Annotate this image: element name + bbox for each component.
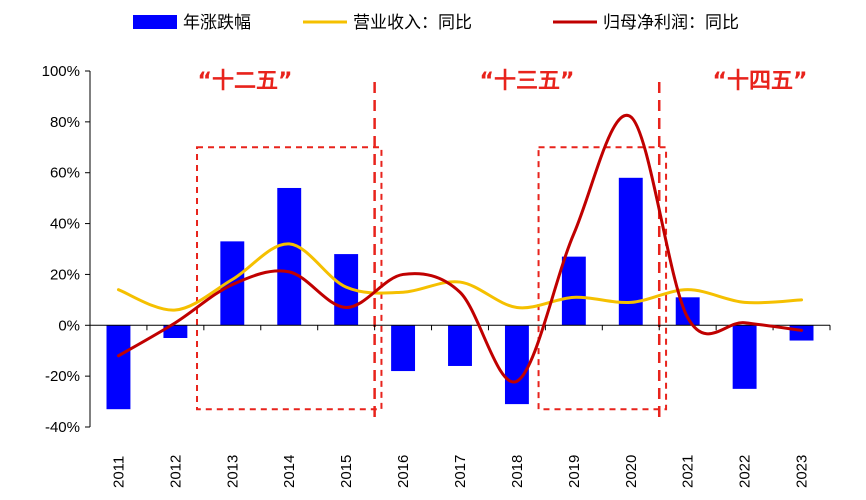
highlight-boxes <box>196 146 668 411</box>
bar-2023 <box>789 325 814 341</box>
line-series-0 <box>116 242 804 312</box>
y-tick-label: 20% <box>50 266 80 283</box>
y-tick-label: 40% <box>50 216 80 233</box>
x-tick-label-2014: 2014 <box>281 455 298 488</box>
x-tick-label-2017: 2017 <box>452 455 469 488</box>
period-label-0: “十二五” <box>198 69 293 94</box>
y-tick-label: 100% <box>42 63 80 80</box>
period-dividers <box>373 82 661 418</box>
x-tick-label-2023: 2023 <box>794 455 811 488</box>
bar-2017 <box>448 325 472 366</box>
y-tick-label: 60% <box>50 165 80 182</box>
x-tick-label-2015: 2015 <box>338 455 355 488</box>
x-tick-label-2021: 2021 <box>680 455 697 488</box>
bar-2019 <box>561 256 586 326</box>
tick-labels: 100% 80% 60% 40% 20% 0% -20% -40% 2011 2012 2013 20… <box>42 63 811 488</box>
y-tick-label: 80% <box>50 114 80 131</box>
x-tick-label-2018: 2018 <box>509 455 526 488</box>
legend-label-2: 归母净利润：同比 <box>603 13 739 33</box>
line-series <box>116 113 804 384</box>
bar-2020 <box>618 177 643 326</box>
legend: 年涨跌幅 营业收入：同比 归母净利润：同比 <box>133 13 739 33</box>
bar-2011 <box>106 325 131 410</box>
highlight-box-0 <box>196 146 383 411</box>
bar-2014 <box>277 187 302 326</box>
legend-label-1: 营业收入：同比 <box>353 13 472 33</box>
period-labels: “十二五” “十三五” “十四五” <box>198 69 808 94</box>
line-series-1 <box>116 113 804 384</box>
x-tick-label-2013: 2013 <box>224 455 241 488</box>
bar-2022 <box>732 325 757 389</box>
period-label-1: “十三五” <box>480 69 575 94</box>
y-tick-label: -40% <box>45 419 80 436</box>
x-tick-label-2012: 2012 <box>167 455 184 488</box>
bar-2021 <box>675 297 700 326</box>
bar-2012 <box>163 325 188 338</box>
x-tick-label-2019: 2019 <box>566 455 583 488</box>
legend-label-0: 年涨跌幅 <box>183 13 251 33</box>
y-tick-label: -20% <box>45 368 80 385</box>
x-tick-label-2016: 2016 <box>395 455 412 488</box>
x-tick-label-2022: 2022 <box>737 455 754 488</box>
highlight-box-1 <box>537 146 668 411</box>
bar-2016 <box>391 325 416 372</box>
x-tick-label-2020: 2020 <box>623 455 640 488</box>
axes <box>85 70 831 428</box>
bar-2018 <box>504 325 529 405</box>
legend-swatch-0 <box>133 15 177 29</box>
period-label-2: “十四五” <box>713 69 808 94</box>
x-tick-label-2011: 2011 <box>110 456 127 488</box>
y-tick-label: 0% <box>58 317 80 334</box>
